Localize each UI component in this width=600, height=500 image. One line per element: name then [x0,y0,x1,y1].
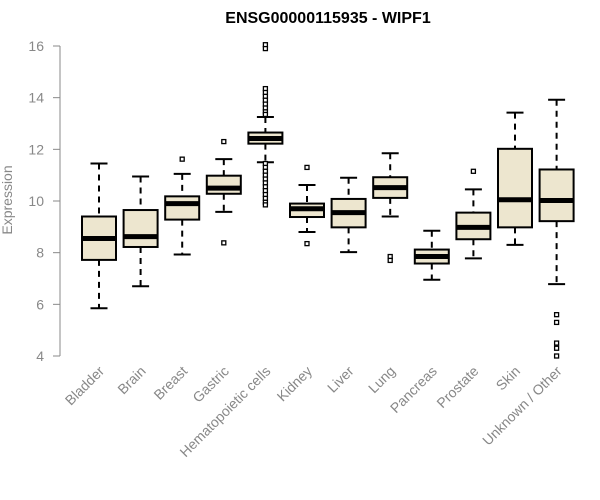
box-bladder [81,162,117,310]
box-kidney [289,164,325,247]
y-tick-label: 8 [36,245,44,261]
outlier-point [304,240,310,247]
outlier-point [553,345,560,351]
y-tick-label: 10 [28,193,44,209]
x-tick-label: Bladder [62,363,108,409]
outlier-point [553,312,560,318]
box-pancreas [413,229,450,281]
outlier-point [387,257,393,264]
outlier-point [553,319,560,326]
box-unknown-other [538,98,575,359]
outlier-point [221,138,227,145]
x-tick-label: Liver [324,363,357,396]
outlier-point [470,168,477,174]
x-tick-label: Breast [150,363,190,403]
x-tick-label: Skin [493,363,524,394]
outlier-point [553,340,560,346]
box-iqr [164,195,201,221]
box-prostate [455,168,492,260]
y-tick-label: 4 [36,348,44,364]
y-tick-label: 14 [28,90,44,106]
outlier-point [304,164,310,171]
y-tick-label: 6 [36,296,44,312]
outlier-point [179,156,185,162]
box-iqr [538,168,575,223]
box-iqr [122,209,159,248]
box-iqr [497,147,533,229]
box-breast [164,156,201,256]
x-tick-label: Lung [365,363,398,396]
box-gastric [205,138,242,246]
x-tick-label: Kidney [274,363,316,405]
y-tick-label: 12 [28,141,44,157]
y-tick-label: 16 [28,38,44,54]
box-brain [122,175,159,288]
outlier-point [262,111,269,118]
outlier-point [553,353,560,359]
x-tick-label: Prostate [433,363,481,411]
box-skin [497,111,533,246]
x-tick-label: Brain [114,363,148,397]
box-lung [372,152,409,264]
box-liver [330,176,367,254]
box-series [81,42,575,359]
box-hematopoietic-cells [247,42,284,208]
y-axis: 4 6 8 10 12 14 16 [28,38,61,364]
outlier-point [262,45,269,52]
y-axis-label: Expression [0,165,15,234]
outlier-point [262,202,269,208]
box-iqr [205,174,242,195]
x-tick-label: Unknown / Other [479,363,565,449]
chart-title: ENSG00000115935 - WIPF1 [225,10,431,27]
outlier-point [221,240,227,246]
